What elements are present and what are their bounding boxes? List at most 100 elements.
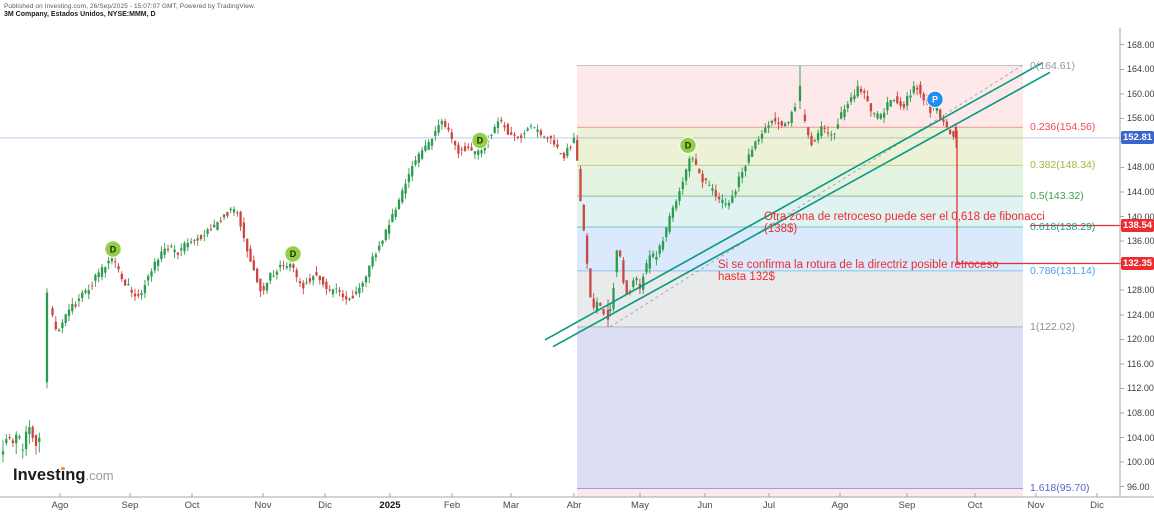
candle	[216, 221, 219, 231]
candle	[84, 288, 87, 295]
candle	[803, 109, 807, 123]
candle	[262, 282, 265, 295]
candle	[140, 289, 143, 300]
candle	[440, 118, 444, 130]
candle	[826, 126, 830, 137]
candle	[582, 204, 585, 232]
candle	[71, 298, 74, 315]
candle	[470, 142, 473, 152]
fib-level-label: 1.618(95.70)	[1030, 482, 1090, 495]
fib-level-label: 0.5(143.32)	[1030, 190, 1084, 203]
candle	[853, 89, 856, 103]
fib-band	[577, 165, 1023, 197]
candle	[209, 224, 213, 232]
candle	[741, 167, 744, 184]
candle	[602, 309, 605, 316]
fib-band	[577, 227, 1023, 271]
candle	[566, 143, 569, 159]
candle	[569, 145, 572, 151]
candle	[632, 277, 635, 290]
trendline	[544, 61, 1044, 341]
price-axis-label: 116.00	[1127, 358, 1154, 369]
candle	[552, 134, 556, 148]
trendlines	[544, 61, 1051, 348]
price-axis-label: 148.00	[1127, 162, 1154, 173]
candle	[807, 126, 810, 139]
symbol-info: 3M Company, Estados Unidos, NYSE:MMM, D	[4, 11, 156, 18]
candle	[127, 278, 130, 286]
candle	[28, 420, 31, 445]
candle	[401, 187, 404, 205]
price-axis-label: 168.00	[1127, 39, 1154, 50]
candle	[539, 128, 543, 138]
candle	[589, 268, 592, 298]
fib-band	[577, 488, 1023, 497]
dividend-marker: D	[471, 131, 489, 150]
candle	[655, 251, 658, 266]
candle	[180, 243, 183, 257]
candle	[823, 124, 826, 134]
candle	[312, 274, 315, 286]
watermark-invest: Invest	[13, 466, 61, 484]
watermark-com: .com	[85, 468, 114, 483]
candle	[490, 133, 493, 140]
candle	[516, 136, 519, 140]
price-axis-label: 140.00	[1127, 211, 1154, 222]
candle	[543, 135, 546, 139]
candle	[691, 156, 694, 163]
candle	[556, 139, 559, 150]
candle	[397, 197, 401, 210]
candle	[704, 178, 708, 185]
candle	[378, 240, 381, 253]
dividend-marker: D	[679, 136, 697, 155]
svg-text:D: D	[477, 136, 484, 146]
candle	[954, 123, 958, 148]
candle	[876, 110, 879, 120]
time-axis-label: Dic	[1090, 500, 1104, 511]
candle	[496, 117, 500, 134]
candle	[642, 273, 645, 294]
candle	[813, 139, 816, 143]
candle	[434, 126, 437, 141]
candle	[11, 438, 15, 448]
time-axis-label: Nov	[254, 500, 272, 511]
time-axis-label: Abr	[566, 500, 582, 511]
candle	[734, 189, 737, 198]
candle	[189, 238, 193, 245]
candle	[559, 152, 562, 155]
candle	[308, 273, 312, 285]
candle	[282, 260, 285, 270]
time-axis-label: May	[631, 500, 649, 511]
candle	[1, 440, 5, 463]
candle	[387, 219, 391, 240]
candle	[354, 286, 358, 296]
note-fib-618-line2: (138$)	[764, 223, 798, 235]
price-axis-label: 160.00	[1127, 88, 1154, 99]
candle	[658, 243, 661, 258]
candle	[774, 112, 777, 125]
price-badge: 152.81	[1121, 131, 1154, 145]
candle	[473, 150, 477, 160]
publish-info: Published on Investing.com, 26/Sep/2025 …	[4, 3, 256, 10]
candle	[315, 266, 318, 277]
candle	[873, 112, 876, 118]
candle	[688, 156, 691, 178]
candle	[833, 133, 836, 140]
candle	[54, 316, 57, 332]
candle	[457, 142, 460, 159]
candle	[269, 272, 272, 285]
candle	[843, 104, 846, 121]
candle	[335, 283, 338, 294]
candle	[259, 278, 262, 298]
candle	[889, 99, 892, 108]
candle	[81, 289, 84, 303]
candle	[622, 257, 625, 285]
candle	[450, 128, 453, 144]
price-axis-label: 144.00	[1127, 187, 1154, 197]
candle	[163, 242, 166, 259]
price-axis-label: 164.00	[1127, 64, 1154, 75]
candle	[684, 168, 688, 186]
candle	[130, 286, 133, 298]
candle	[645, 259, 648, 275]
candle	[572, 132, 576, 144]
